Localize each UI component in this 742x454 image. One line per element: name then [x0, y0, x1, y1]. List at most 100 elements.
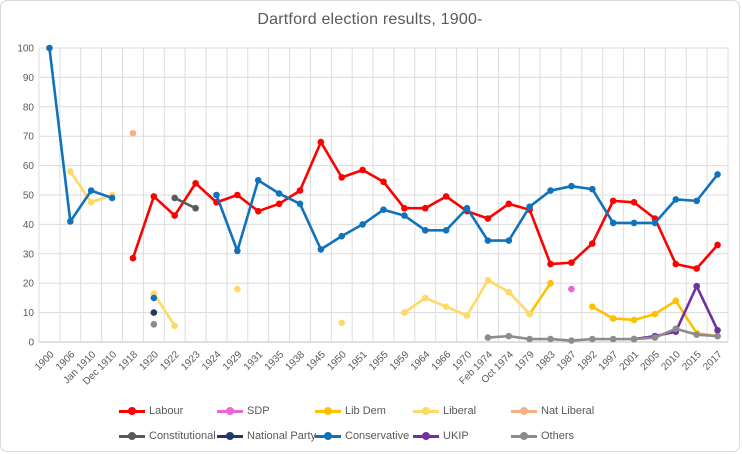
legend-label: Liberal — [443, 405, 477, 417]
data-point — [630, 219, 638, 227]
data-point — [463, 204, 471, 212]
data-point — [547, 260, 554, 268]
data-point — [568, 285, 575, 293]
data-point — [693, 265, 700, 272]
legend-dot-icon — [324, 432, 332, 440]
legend-dot-icon — [226, 432, 234, 440]
data-point — [338, 232, 346, 240]
data-point — [714, 241, 721, 249]
data-point — [505, 237, 513, 244]
x-tick-label: 1922 — [158, 349, 182, 373]
x-tick-label: 1997 — [597, 349, 621, 373]
chart-title: Dartford election results, 1900- — [257, 11, 483, 28]
data-point — [108, 194, 116, 202]
legend-label: Conservative — [345, 430, 410, 442]
data-point — [630, 199, 638, 206]
data-point — [129, 129, 137, 137]
legend-item-liberal: Liberal — [413, 405, 511, 417]
data-point — [171, 322, 179, 330]
legend-dot-icon — [422, 407, 430, 415]
series-line — [173, 196, 197, 210]
data-point — [421, 204, 429, 212]
data-point — [192, 204, 199, 212]
data-point — [693, 331, 700, 338]
data-point — [442, 303, 450, 311]
legend-label: National Party — [247, 430, 317, 442]
legend-label: Others — [541, 430, 575, 442]
x-tick-label: 1935 — [263, 349, 287, 373]
data-point — [526, 310, 533, 318]
data-point — [588, 335, 596, 343]
data-point — [463, 312, 471, 319]
y-tick-label: 40 — [23, 220, 35, 231]
legend-marker-icon — [315, 407, 341, 415]
data-point — [275, 190, 283, 197]
legend-marker-icon — [511, 407, 537, 415]
series-line — [486, 327, 719, 342]
data-point — [672, 260, 680, 268]
legend-label: SDP — [247, 405, 270, 417]
data-point — [254, 207, 262, 215]
data-point — [87, 187, 95, 194]
legend-label: Labour — [149, 405, 184, 417]
legend-marker-icon — [413, 432, 439, 440]
series-line — [152, 292, 177, 328]
x-tick-label: 2015 — [680, 349, 704, 373]
data-point — [442, 193, 450, 200]
x-tick-label: 2005 — [639, 349, 663, 373]
x-tick-label: 1951 — [346, 349, 370, 373]
data-point — [651, 310, 659, 318]
legend-item-ukip: UKIP — [413, 430, 511, 442]
data-point — [359, 221, 366, 228]
data-point — [129, 254, 137, 262]
x-tick-label: 1987 — [555, 349, 579, 373]
data-point — [484, 334, 492, 341]
data-point — [87, 199, 95, 206]
legend-marker-icon — [217, 407, 243, 415]
data-point — [672, 325, 680, 333]
legend-dot-icon — [128, 407, 136, 415]
data-point — [296, 200, 304, 208]
data-point — [630, 316, 638, 324]
data-point — [67, 168, 74, 175]
data-point — [609, 219, 617, 227]
legend-dot-icon — [128, 432, 136, 440]
y-tick-label: 50 — [23, 191, 35, 202]
data-point — [254, 177, 262, 184]
x-tick-label: 1959 — [388, 349, 412, 373]
x-tick-label: 1955 — [367, 349, 391, 373]
data-point — [213, 191, 220, 199]
legend-dot-icon — [324, 407, 332, 415]
x-tick-label: 1920 — [137, 349, 161, 373]
series-liberal — [67, 168, 533, 330]
legend-row-2: Constitutional National Party Conservative… — [119, 430, 719, 442]
x-tick-label: 1924 — [200, 349, 224, 373]
data-point — [275, 200, 283, 208]
legend-item-constitutional: Constitutional — [119, 430, 217, 442]
y-tick-label: 70 — [23, 132, 35, 143]
y-tick-label: 60 — [23, 161, 35, 172]
x-tick-label: 1929 — [221, 349, 245, 373]
x-tick-label: 1945 — [304, 349, 328, 373]
data-point — [401, 212, 408, 219]
data-point — [150, 294, 158, 302]
y-tick-label: 0 — [28, 338, 34, 349]
x-tick-label: 2017 — [701, 349, 725, 373]
data-point — [526, 203, 533, 211]
data-point — [234, 285, 241, 293]
legend-dot-icon — [226, 407, 234, 415]
legend-marker-icon — [119, 432, 145, 440]
data-point — [171, 212, 179, 219]
series-sdp — [568, 285, 575, 293]
data-point — [421, 226, 429, 234]
y-tick-label: 30 — [23, 249, 35, 260]
data-point — [630, 335, 638, 343]
data-point — [317, 138, 325, 146]
data-point — [609, 197, 617, 205]
data-point — [693, 282, 700, 290]
data-point — [421, 294, 429, 302]
data-point — [505, 200, 513, 208]
legend-dot-icon — [520, 432, 528, 440]
x-tick-label: 1950 — [325, 349, 349, 373]
